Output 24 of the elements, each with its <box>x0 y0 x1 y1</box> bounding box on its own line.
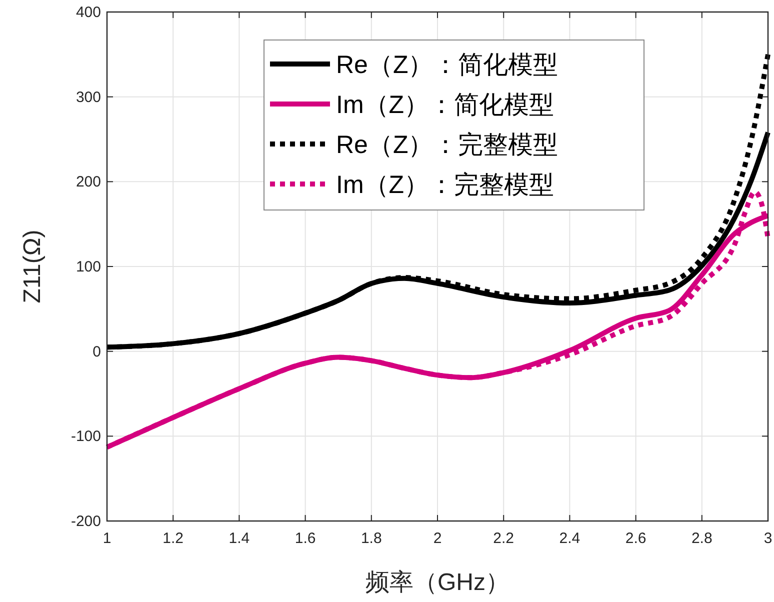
x-tick-label: 1.4 <box>228 530 250 547</box>
x-axis-title: 频率（GHz） <box>366 569 510 596</box>
x-tick-label: 2.2 <box>493 530 514 547</box>
y-tick-label: 300 <box>76 88 101 106</box>
legend-label: Re（Z）：简化模型 <box>336 51 558 79</box>
legend-label: Re（Z）：完整模型 <box>336 131 558 159</box>
x-tick-label: 1.8 <box>360 530 382 547</box>
x-tick-label: 2.8 <box>691 530 712 547</box>
x-tick-label: 1.6 <box>294 530 316 547</box>
y-tick-label: 100 <box>76 258 101 276</box>
x-tick-label: 2.6 <box>625 530 646 547</box>
legend-label: Im（Z）：简化模型 <box>336 91 554 119</box>
y-tick-label: 0 <box>92 343 101 360</box>
x-tick-label: 2 <box>433 530 442 547</box>
y-tick-label: 400 <box>76 4 101 21</box>
y-tick-label: 200 <box>76 174 101 191</box>
legend-label: Im（Z）：完整模型 <box>336 171 554 199</box>
x-tick-label: 1 <box>102 530 112 547</box>
x-tick-label: 3 <box>764 530 772 547</box>
y-axis-title: Z11(Ω) <box>19 230 46 304</box>
x-tick-label: 2.4 <box>559 530 580 547</box>
y-tick-label: -200 <box>70 513 101 530</box>
y-tick-label: -100 <box>70 428 101 446</box>
x-tick-label: 1.2 <box>162 530 184 547</box>
